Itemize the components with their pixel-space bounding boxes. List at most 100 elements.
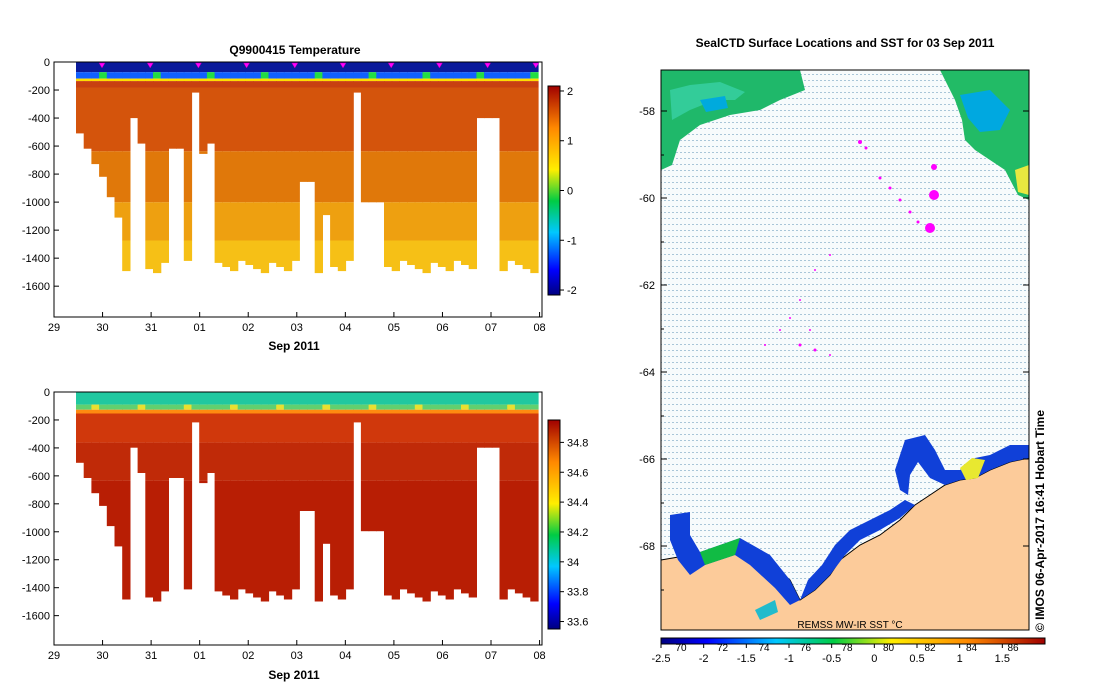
section-cell (237, 240, 246, 261)
section-cell (368, 480, 377, 532)
section-cell (337, 480, 347, 600)
section-cell (384, 442, 393, 481)
section-cell (360, 72, 370, 79)
section-cell (206, 409, 216, 414)
section-cell (445, 202, 454, 241)
salinity-axes-frame (53, 391, 543, 646)
section-cell (160, 404, 169, 410)
section-cell (237, 409, 246, 414)
section-cell (206, 62, 216, 73)
section-cell (307, 87, 316, 152)
section-cell (99, 72, 108, 79)
section-cell (468, 442, 477, 481)
section-cell (276, 480, 285, 596)
section-cell (91, 81, 100, 88)
section-cell (307, 442, 316, 481)
section-cell (83, 62, 92, 73)
section-cell (122, 151, 131, 203)
section-cell (206, 404, 216, 410)
section-cell (183, 442, 193, 481)
section-cell (276, 78, 285, 82)
section-cell (283, 413, 293, 443)
section-cell (83, 87, 92, 149)
section-cell (237, 151, 246, 203)
section-cell (299, 62, 308, 73)
colorbar-tick-label: 1 (567, 136, 573, 148)
section-cell (191, 78, 200, 82)
sst-map-panel: SealCTD Surface Locations and SST for 03… (639, 36, 1047, 665)
section-cell (291, 72, 300, 79)
section-cell (360, 87, 370, 152)
section-cell (522, 413, 531, 443)
section-cell (337, 72, 347, 79)
section-cell (399, 72, 408, 79)
section-cell (530, 87, 539, 152)
sst-tick-label: 0 (871, 653, 877, 665)
x-tick-label: 03 (291, 322, 303, 334)
section-cell (376, 81, 385, 88)
section-cell (484, 409, 493, 414)
section-cell (414, 151, 424, 203)
section-cell (499, 151, 508, 203)
section-cell (83, 404, 92, 410)
section-cell (468, 151, 477, 203)
section-cell (291, 409, 300, 414)
section-cell (245, 78, 254, 82)
section-cell (391, 240, 400, 272)
lat-tick-label: -58 (639, 106, 655, 118)
section-cell (337, 240, 347, 272)
section-cell (314, 442, 323, 481)
section-cell (514, 72, 524, 79)
section-cell (122, 240, 131, 272)
section-cell (222, 442, 231, 481)
section-cell (283, 409, 293, 414)
section-cell (260, 404, 270, 410)
section-cell (514, 62, 524, 73)
section-cell (522, 81, 531, 88)
section-cell (106, 442, 116, 481)
section-cell (453, 240, 462, 261)
section-cell (461, 87, 470, 152)
section-cell (129, 81, 139, 88)
section-cell (214, 409, 223, 414)
section-cell (253, 202, 262, 241)
section-cell (476, 413, 485, 443)
section-cell (176, 72, 185, 79)
section-cell (337, 151, 347, 203)
section-cell (153, 392, 162, 405)
section-cell (391, 62, 400, 73)
section-cell (345, 78, 354, 82)
section-cell (530, 480, 539, 602)
section-cell (453, 202, 462, 241)
section-cell (522, 78, 531, 82)
section-cell (368, 413, 377, 443)
section-cell (222, 202, 231, 241)
section-cell (214, 78, 223, 82)
section-cell (183, 87, 193, 152)
section-cell (99, 409, 108, 414)
section-cell (499, 81, 508, 88)
section-cell (260, 81, 270, 88)
section-cell (230, 78, 239, 82)
section-cell (507, 240, 516, 261)
section-cell (414, 78, 424, 82)
section-cell (214, 81, 223, 88)
y-tick-label: -1000 (22, 527, 50, 539)
profile-marker (291, 62, 299, 69)
section-cell (83, 392, 92, 405)
section-cell (299, 87, 308, 152)
section-cell (345, 62, 354, 73)
x-tick-label: 08 (533, 322, 545, 334)
section-cell (453, 413, 462, 443)
section-cell (314, 72, 323, 79)
section-cell (407, 87, 416, 152)
section-cell (137, 81, 146, 88)
section-cell (245, 151, 254, 203)
section-cell (276, 392, 285, 405)
section-cell (114, 413, 123, 443)
section-cell (245, 62, 254, 73)
section-cell (414, 62, 424, 73)
section-cell (353, 392, 362, 405)
section-cell (91, 392, 100, 405)
section-cell (407, 404, 416, 410)
